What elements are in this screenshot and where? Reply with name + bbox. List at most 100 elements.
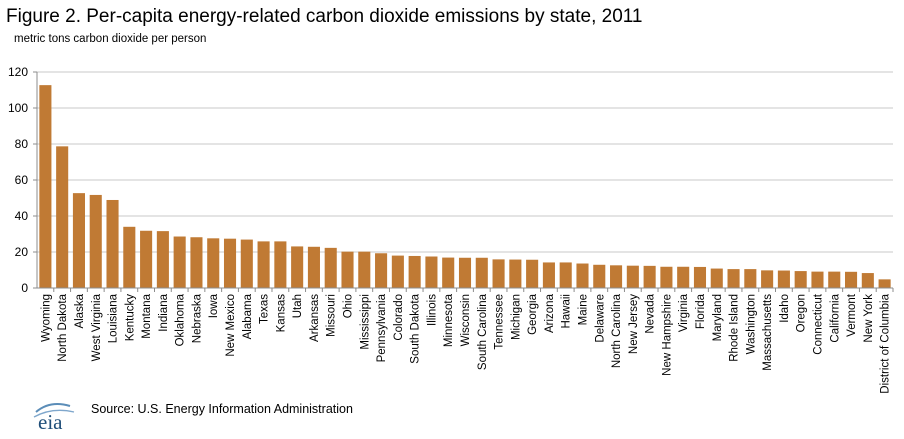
bar-nebraska [190,237,203,288]
x-tick-label: Arkansas [309,294,321,342]
bar-maine [576,263,589,288]
x-tick-label: Arizona [544,293,556,333]
x-tick-label: Maine [577,294,589,325]
x-tick-label: Utah [292,294,304,318]
bar-iowa [207,238,220,288]
x-tick-label: North Dakota [57,293,69,361]
x-tick-label: Idaho [779,294,791,323]
x-tick-label: New Hampshire [661,294,673,376]
x-tick-label: Indiana [158,293,170,331]
bar-south-carolina [475,257,488,288]
bar-wyoming [39,85,52,288]
bar-washington [744,269,757,288]
x-tick-label: California [829,293,841,342]
x-tick-label: South Carolina [477,293,489,370]
x-tick-label: Colorado [393,294,405,341]
x-tick-label: Vermont [846,293,858,337]
x-tick-label: Iowa [208,293,220,318]
x-tick-label: Massachusetts [762,294,774,371]
bar-delaware [593,264,606,288]
bar-michigan [509,259,522,288]
bar-district-of-columbia [878,279,891,288]
bar-virginia [677,266,690,288]
y-tick-label: 0 [21,281,28,295]
x-tick-label: Illinois [426,294,438,326]
bar-north-dakota [56,146,69,288]
bar-oregon [794,271,807,288]
x-tick-label: Rhode Island [729,294,741,362]
bar-texas [257,241,270,288]
bar-new-york [861,273,874,288]
bar-new-mexico [223,238,237,288]
bar-kentucky [123,226,136,288]
footer: eia Source: U.S. Energy Information Admi… [0,396,904,439]
x-tick-label: Texas [259,294,271,324]
y-tick-label: 20 [15,245,29,259]
bar-alabama [240,239,253,288]
bar-florida [693,266,707,288]
x-tick-label: New York [863,294,875,343]
bar-south-dakota [408,255,421,288]
x-tick-label: Oregon [796,294,808,332]
bar-ohio [341,251,354,288]
chart-subtitle: metric tons carbon dioxide per person [14,33,207,45]
bar-rhode-island [727,269,740,288]
bar-vermont [845,271,858,288]
x-tick-label: Wisconsin [460,294,472,346]
bar-minnesota [442,257,455,288]
x-tick-label: Connecticut [812,293,824,355]
x-tick-label: New Mexico [225,294,237,357]
bar-pennsylvania [375,253,388,288]
bar-wisconsin [458,257,472,288]
x-tick-label: West Virginia [91,293,103,361]
x-tick-label: Nebraska [191,293,203,343]
x-tick-label: Missouri [326,294,338,337]
bar-georgia [526,259,539,288]
x-tick-label: District of Columbia [880,293,892,393]
x-tick-labels: Wyoming North Dakota Alaska West Virginia Lo… [40,293,891,394]
bar-west-virginia [89,194,102,288]
bar-new-jersey [626,265,639,288]
y-tick-label: 120 [8,65,28,79]
eia-logo-icon: eia [33,403,75,434]
x-tick-label: Michigan [510,294,522,340]
bar-utah [291,246,304,288]
x-tick-label: Florida [695,293,707,329]
chart-title: Figure 2. Per-capita energy-related carb… [6,6,643,27]
bar-oklahoma [173,236,186,288]
x-tick-label: Louisiana [108,293,120,343]
x-tick-label: Maryland [712,294,724,341]
x-tick-label: Nevada [645,293,657,333]
x-tick-label: Hawaii [561,294,573,329]
bar-california [828,271,841,288]
bars [39,85,891,288]
x-tick-label: Wyoming [40,294,52,342]
x-tick-label: Ohio [343,294,355,318]
x-tick-label: Washington [745,294,757,354]
x-tick-label: Tennessee [494,294,506,350]
bar-louisiana [106,199,119,288]
source-note: Source: U.S. Energy Information Administ… [91,402,353,416]
x-tick-label: Minnesota [443,293,455,347]
x-tick-label: Kansas [275,294,287,333]
bar-maryland [710,268,723,288]
bar-arkansas [307,246,320,288]
bar-north-carolina [610,265,623,288]
bar-idaho [777,270,790,288]
bar-arizona [542,262,555,288]
y-tick-label: 100 [8,101,28,115]
x-tick-label: Mississippi [359,294,371,350]
bar-kansas [274,241,287,288]
bar-illinois [425,256,438,288]
x-tick-label: Alabama [242,293,254,339]
bar-hawaii [559,262,572,288]
x-tick-label: Virginia [678,293,690,332]
y-tick-label: 60 [15,173,29,187]
x-tick-label: South Dakota [410,293,422,363]
x-tick-label: Pennsylvania [376,293,388,362]
y-tick-label: 80 [15,137,29,151]
x-tick-label: Georgia [527,293,539,335]
bar-missouri [324,247,337,288]
bar-mississippi [358,251,371,288]
x-tick-label: Montana [141,293,153,338]
